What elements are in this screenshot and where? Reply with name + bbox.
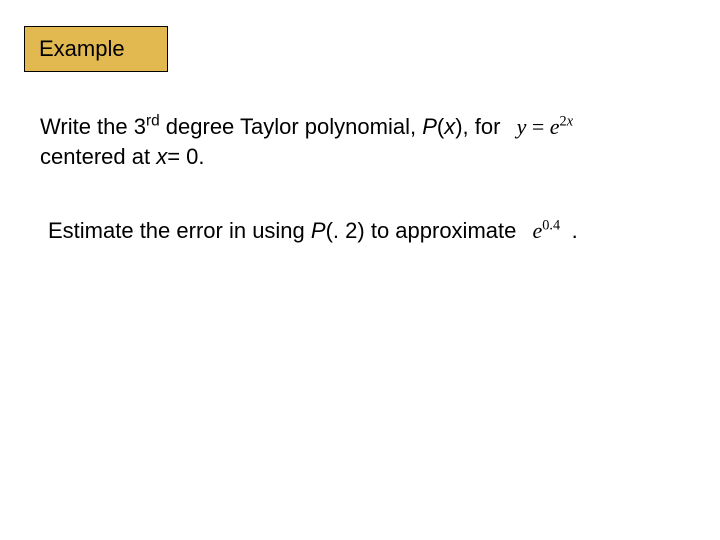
math-var-P: P <box>422 114 437 139</box>
ordinal-suffix: rd <box>146 113 160 130</box>
text-fragment: Write the 3 <box>40 114 146 139</box>
math-const-e: e <box>550 114 560 139</box>
text-fragment: . <box>572 218 578 243</box>
prompt-line-3: Estimate the error in using P(. 2) to ap… <box>48 216 578 246</box>
text-fragment: Estimate the error in using <box>48 218 311 243</box>
equals-sign: = <box>526 114 549 139</box>
math-const-e: e <box>532 218 542 243</box>
text-fragment: , for <box>463 114 501 139</box>
example-label: Example <box>39 36 125 62</box>
argument-value: . 2 <box>333 218 357 243</box>
text-fragment: centered at <box>40 144 156 169</box>
example-title-box: Example <box>24 26 168 72</box>
math-var-y: y <box>517 114 527 139</box>
text-fragment: degree Taylor polynomial, <box>160 114 423 139</box>
equation-e04: e0.4 <box>532 218 565 243</box>
exponent: 2x <box>560 114 574 130</box>
text-fragment: to approximate <box>365 218 517 243</box>
equation-y-e2x: y = e2x <box>517 114 573 139</box>
paren-open: ( <box>326 218 333 243</box>
prompt-line-1: Write the 3rd degree Taylor polynomial, … <box>40 112 573 142</box>
math-var-x: x <box>444 114 455 139</box>
paren-close: ) <box>455 114 462 139</box>
paren-close: ) <box>357 218 364 243</box>
math-var-P: P <box>311 218 326 243</box>
math-var-x: x <box>156 144 167 169</box>
exponent: 0.4 <box>542 218 560 234</box>
text-fragment: = 0. <box>167 144 204 169</box>
prompt-line-2: centered at x= 0. <box>40 142 205 172</box>
